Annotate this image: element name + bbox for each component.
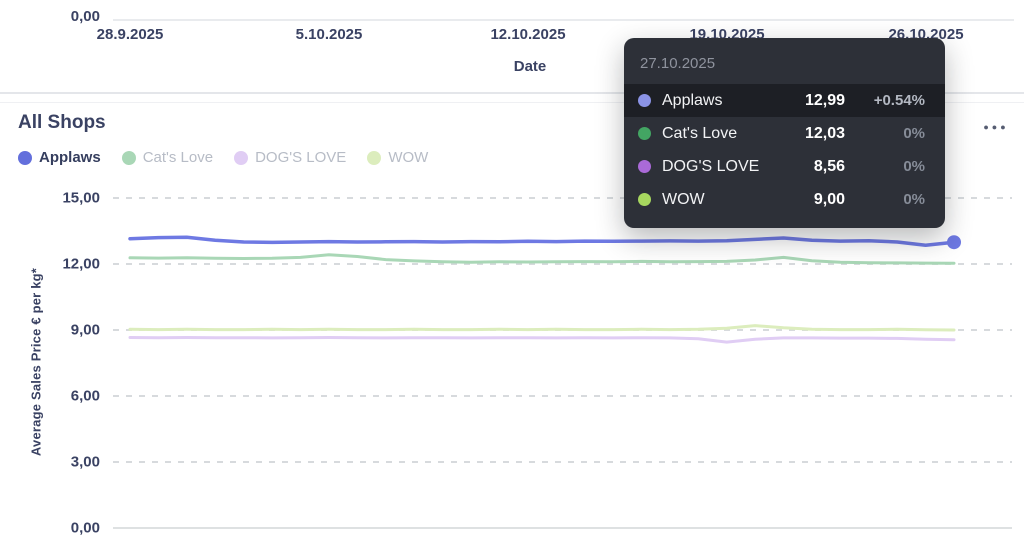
series-value: 12,03 <box>804 124 845 142</box>
section-divider-shadow <box>0 102 1024 103</box>
y-tick-label: 9,00 <box>70 321 100 339</box>
gridline <box>113 263 1012 265</box>
tooltip-row-dogs-love: DOG'S LOVE 8,56 0% <box>624 150 945 183</box>
series-value: 9,00 <box>813 190 845 208</box>
series-change: 0% <box>903 191 925 208</box>
legend-label: Cat's Love <box>142 149 214 166</box>
series-color-dot-icon <box>367 150 382 165</box>
tooltip-date: 27.10.2025 <box>640 55 716 72</box>
series-color-dot-icon <box>638 160 651 173</box>
line-cat-s-love <box>128 253 956 265</box>
line-dog-s-love <box>128 336 956 344</box>
series-name: WOW <box>662 190 705 208</box>
line-applaws <box>128 235 956 248</box>
legend-label: WOW <box>388 149 429 166</box>
gridline <box>113 395 1012 397</box>
series-name: DOG'S LOVE <box>662 157 760 175</box>
x-tick-label: 12.10.2025 <box>490 26 566 43</box>
x-axis-baseline <box>113 527 1012 529</box>
tooltip-row-wow: WOW 9,00 0% <box>624 183 945 216</box>
section-divider <box>0 92 1024 94</box>
series-value: 12,99 <box>804 91 845 109</box>
chart-legend: Applaws Cat's Love DOG'S LOVE WOW <box>18 149 428 166</box>
legend-label: DOG'S LOVE <box>255 149 347 166</box>
more-options-button[interactable]: ●●● <box>976 115 1016 139</box>
series-color-dot-icon <box>638 193 651 206</box>
series-color-dot-icon <box>121 150 136 165</box>
line-wow <box>128 324 956 332</box>
y-tick-label: 3,00 <box>70 453 100 471</box>
legend-item-cats-love[interactable]: Cat's Love <box>121 149 214 166</box>
series-value: 8,56 <box>813 157 845 175</box>
legend-label: Applaws <box>39 149 101 166</box>
legend-item-applaws[interactable]: Applaws <box>18 149 101 166</box>
tooltip-row-applaws: Applaws 12,99 +0.54% <box>624 84 945 117</box>
series-change: 0% <box>903 125 925 142</box>
series-color-dot-icon <box>638 94 651 107</box>
legend-item-wow[interactable]: WOW <box>367 149 428 166</box>
tooltip-row-cats-love: Cat's Love 12,03 0% <box>624 117 945 150</box>
legend-item-dogs-love[interactable]: DOG'S LOVE <box>234 149 346 166</box>
series-name: Cat's Love <box>662 124 738 142</box>
gridline <box>113 197 1012 199</box>
y-tick-label: 15,00 <box>62 189 100 207</box>
series-color-dot-icon <box>18 150 32 165</box>
series-color-dot-icon <box>234 150 249 165</box>
top-y-tick-label: 0,00 <box>70 8 100 25</box>
y-tick-label: 0,00 <box>70 519 100 537</box>
price-chart[interactable] <box>0 103 1024 537</box>
top-x-axis-line <box>113 19 1014 21</box>
series-change: 0% <box>903 158 925 175</box>
x-tick-label: 28.9.2025 <box>96 26 164 43</box>
series-color-dot-icon <box>638 127 651 140</box>
series-change: +0.54% <box>873 92 925 109</box>
chart-tooltip: 27.10.2025 Applaws 12,99 +0.54% Cat's Lo… <box>624 38 945 228</box>
x-axis-title: Date <box>513 58 547 75</box>
card-title: All Shops <box>18 112 106 133</box>
x-tick-label: 5.10.2025 <box>295 26 363 43</box>
hovered-point-marker <box>947 235 961 250</box>
y-tick-label: 6,00 <box>70 387 100 405</box>
gridline <box>113 461 1012 463</box>
y-tick-label: 12,00 <box>62 255 100 273</box>
series-name: Applaws <box>662 91 723 109</box>
ellipsis-icon: ●●● <box>983 122 1009 132</box>
